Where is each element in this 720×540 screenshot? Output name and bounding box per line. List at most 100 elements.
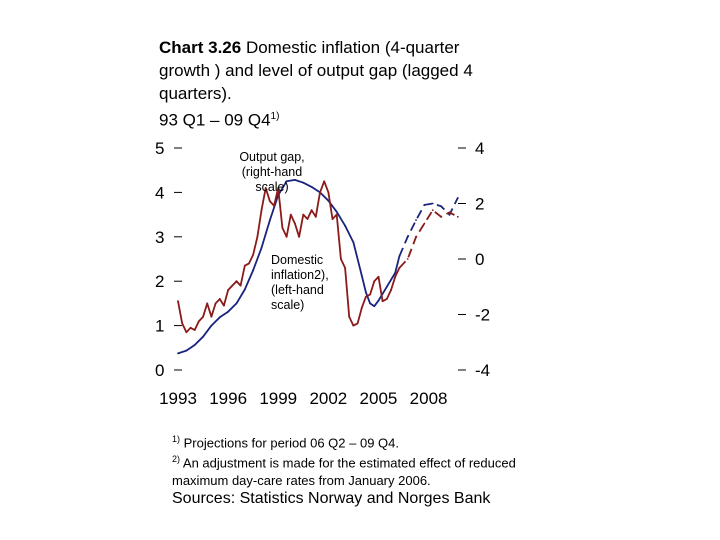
inflation-point	[181, 322, 184, 325]
inflation-annotation-line: scale)	[271, 298, 304, 312]
inflation-point	[281, 227, 284, 229]
footnote-2-mark: 2)	[172, 454, 181, 465]
output-gap-point	[235, 302, 238, 305]
inflation-point	[344, 266, 346, 269]
inflation-point	[231, 284, 234, 287]
output-gap-point	[243, 288, 246, 291]
footnote-1: 1) Projections for period 06 Q2 – 09 Q4.	[172, 431, 532, 451]
inflation-point	[440, 215, 443, 218]
output-gap-point	[385, 285, 388, 288]
inflation-point	[248, 262, 250, 265]
x-axis-label-1999: 1999	[259, 389, 297, 408]
output-gap-point	[252, 269, 255, 271]
inflation-point	[348, 315, 351, 318]
output-gap-point	[344, 224, 346, 227]
inflation-point	[335, 213, 338, 216]
inflation-point	[227, 289, 230, 291]
output-gap-point	[210, 324, 213, 327]
right-axis-label-2: 2	[475, 195, 484, 214]
right-axis-label-0: 0	[475, 250, 484, 269]
inflation-point	[365, 295, 367, 298]
inflation-point	[390, 289, 392, 291]
inflation-point	[298, 235, 301, 238]
inflation-point	[206, 302, 209, 305]
left-axis-label-1: 1	[155, 317, 164, 336]
inflation-point	[415, 235, 417, 238]
output-gap-point	[394, 271, 397, 274]
left-axis-label-0: 0	[155, 361, 164, 380]
output-gap-point	[268, 219, 271, 222]
inflation-point	[339, 258, 342, 260]
inflation-projection-line	[398, 208, 459, 269]
inflation-point	[306, 218, 309, 220]
output-gap-point	[377, 299, 380, 302]
inflation-point	[406, 258, 409, 260]
footnote-1-text: Projections for period 06 Q2 – 09 Q4.	[183, 435, 399, 451]
inflation-point	[268, 200, 271, 203]
inflation-annotation-line: Domestic	[271, 253, 323, 267]
inflation-point	[264, 187, 267, 189]
chart-title-text: Domestic inflation (4-quarter growth ) a…	[159, 38, 473, 103]
output-gap-point	[369, 302, 372, 305]
output-gap-projection-line	[398, 197, 459, 257]
inflation-point	[302, 213, 305, 216]
output-gap-point	[431, 202, 434, 205]
inflation-point	[273, 204, 275, 207]
right-axis-label--4: -4	[475, 361, 490, 380]
output-gap-point	[335, 210, 338, 213]
inflation-point	[285, 235, 288, 238]
output-gap-point	[218, 316, 221, 319]
inflation-point	[197, 320, 200, 323]
source-line: Sources: Statistics Norway and Norges Ba…	[172, 490, 491, 507]
x-axis-label-1996: 1996	[209, 389, 247, 408]
chart-title: Chart 3.26 Domestic inflation (4-quarter…	[159, 36, 499, 132]
period-footnote-mark: 1)	[270, 111, 280, 122]
inflation-annotation-line: (left-hand	[271, 283, 324, 297]
output-gap-annotation-line: (right-hand	[242, 165, 302, 179]
inflation-point	[177, 300, 179, 303]
inflation-point	[423, 222, 426, 225]
inflation-point	[456, 215, 459, 218]
footnote-2: 2) An adjustment is made for the estimat…	[172, 451, 532, 488]
inflation-point	[398, 266, 401, 269]
inflation-point	[239, 284, 242, 287]
output-gap-point	[398, 255, 401, 258]
inflation-annotation-line: inflation2),	[271, 268, 329, 282]
inflation-point	[331, 218, 334, 220]
inflation-point	[294, 222, 296, 225]
inflation-point	[431, 209, 434, 212]
left-axis-label-2: 2	[155, 272, 164, 291]
inflation-point	[210, 315, 213, 318]
chart-period: 93 Q1 – 09 Q4	[159, 110, 271, 130]
inflation-point	[373, 280, 376, 283]
inflation-point	[214, 302, 217, 305]
output-gap-annotation-line: scale)	[255, 180, 288, 194]
inflation-point	[189, 326, 192, 329]
output-gap-point	[285, 180, 288, 183]
output-gap-point	[185, 349, 188, 352]
output-gap-point	[202, 335, 204, 338]
inflation-point	[369, 293, 372, 296]
output-gap-point	[415, 219, 417, 222]
inflation-series-line	[177, 180, 401, 334]
inflation-point	[356, 322, 359, 325]
x-axis-label-2002: 2002	[309, 389, 347, 408]
inflation-point	[352, 324, 355, 327]
output-gap-point	[193, 344, 196, 346]
inflation-point	[319, 191, 321, 194]
inflation-point	[252, 253, 255, 256]
output-gap-point	[177, 352, 179, 355]
footnotes: 1) Projections for period 06 Q2 – 09 Q4.…	[172, 431, 532, 489]
output-gap-point	[448, 213, 451, 216]
output-gap-point	[423, 203, 426, 206]
output-gap-point	[373, 305, 376, 308]
inflation-point	[327, 191, 330, 194]
left-axis-label-4: 4	[155, 183, 164, 202]
output-gap-annotation-line: Output gap,	[239, 150, 304, 164]
output-gap-point	[456, 197, 459, 199]
inflation-point	[381, 300, 384, 303]
output-gap-point	[365, 291, 367, 294]
inflation-point	[256, 235, 259, 238]
output-gap-point	[352, 241, 355, 244]
